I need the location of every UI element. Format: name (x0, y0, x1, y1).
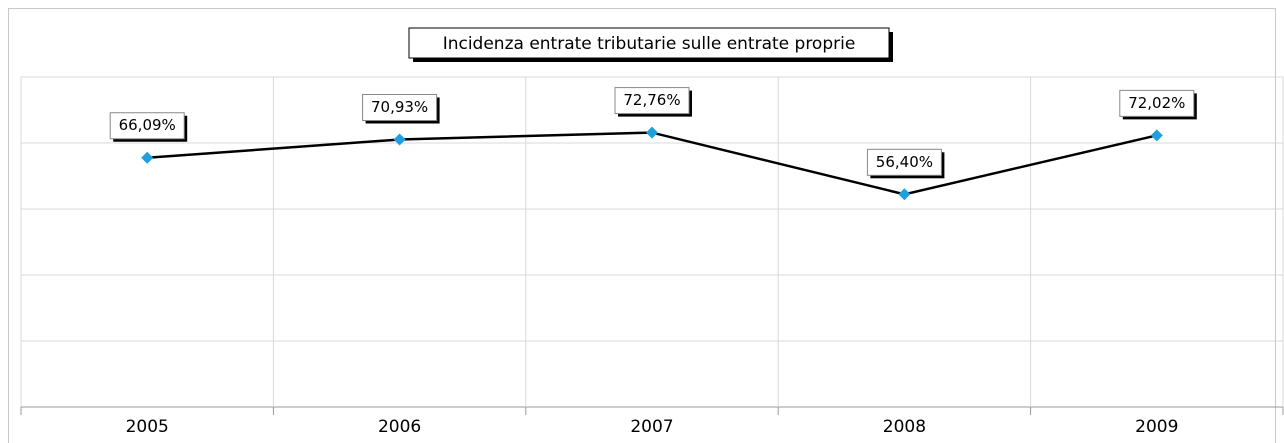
x-tick-label: 2009 (1135, 417, 1178, 437)
data-label: 72,76% (623, 91, 680, 109)
marker (898, 188, 911, 201)
marker (393, 133, 406, 146)
x-tick-label: 2006 (378, 417, 421, 437)
marker (141, 151, 154, 164)
label-box (614, 87, 690, 115)
data-label: 56,40% (876, 153, 933, 171)
title-box (408, 27, 890, 59)
x-tick-label: 2005 (126, 417, 169, 437)
chart-title: Incidenza entrate tributarie sulle entra… (443, 34, 856, 54)
marker (1150, 129, 1163, 142)
x-tick-label: 2007 (630, 417, 673, 437)
label-box (109, 112, 185, 140)
data-label: 66,09% (119, 116, 176, 134)
data-label: 70,93% (371, 98, 428, 116)
label-box (362, 93, 438, 121)
label-box (1119, 89, 1195, 117)
chart-frame (8, 8, 1276, 443)
label-box (866, 148, 942, 176)
data-label: 72,02% (1128, 94, 1185, 112)
x-tick-label: 2008 (883, 417, 926, 437)
marker (646, 126, 658, 139)
